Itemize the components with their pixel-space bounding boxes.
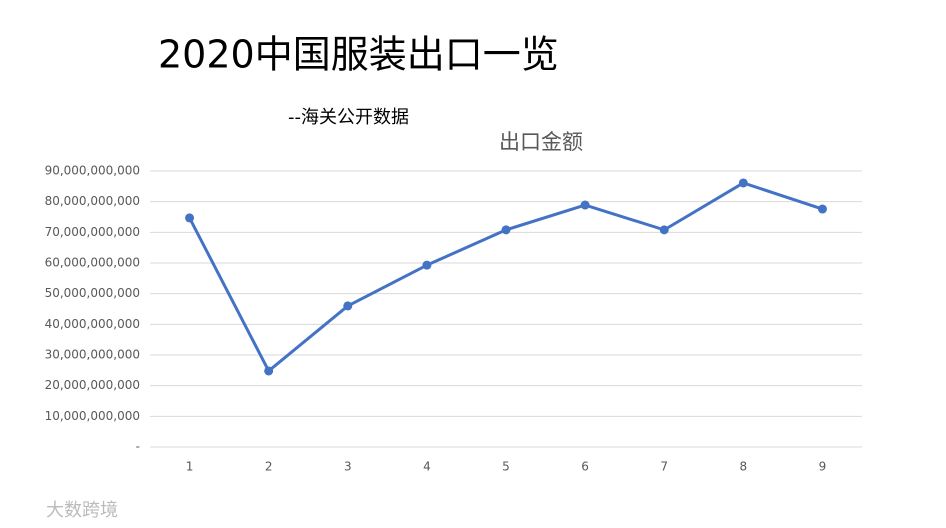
marker xyxy=(422,260,432,270)
y-tick-label: 50,000,000,000 xyxy=(45,286,140,300)
chart-title: 出口金额 xyxy=(499,130,583,154)
marker xyxy=(264,366,274,376)
x-tick-label: 9 xyxy=(819,460,827,474)
watermark: 大数跨境 xyxy=(46,500,118,521)
y-tick-label: 80,000,000,000 xyxy=(45,194,140,208)
page-title: 2020中国服装出口一览 xyxy=(158,33,559,77)
marker xyxy=(501,225,511,235)
x-tick-label: 6 xyxy=(581,460,589,474)
y-tick-label: 20,000,000,000 xyxy=(45,378,140,392)
y-tick-label: 10,000,000,000 xyxy=(45,409,140,423)
y-tick-label: 90,000,000,000 xyxy=(45,164,140,178)
marker xyxy=(343,301,353,311)
y-tick-label: 40,000,000,000 xyxy=(45,317,140,331)
y-tick-label: 30,000,000,000 xyxy=(45,348,140,362)
x-tick-label: 4 xyxy=(423,460,431,474)
marker xyxy=(659,225,669,235)
x-tick-label: 8 xyxy=(740,460,748,474)
subtitle: --海关公开数据 xyxy=(288,107,409,128)
marker xyxy=(185,213,195,223)
x-tick-label: 7 xyxy=(660,460,668,474)
x-tick-label: 5 xyxy=(502,460,510,474)
marker xyxy=(580,200,590,210)
x-tick-label: 2 xyxy=(265,460,273,474)
x-tick-label: 1 xyxy=(186,460,194,474)
x-tick-label: 3 xyxy=(344,460,352,474)
marker xyxy=(738,178,748,188)
y-tick-label: 60,000,000,000 xyxy=(45,256,140,270)
y-tick-label: - xyxy=(136,440,140,454)
line xyxy=(188,181,823,373)
marker xyxy=(817,204,827,214)
y-tick-label: 70,000,000,000 xyxy=(45,225,140,239)
